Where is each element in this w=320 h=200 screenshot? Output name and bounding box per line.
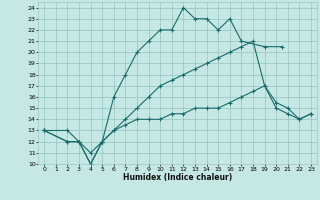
X-axis label: Humidex (Indice chaleur): Humidex (Indice chaleur): [123, 173, 232, 182]
